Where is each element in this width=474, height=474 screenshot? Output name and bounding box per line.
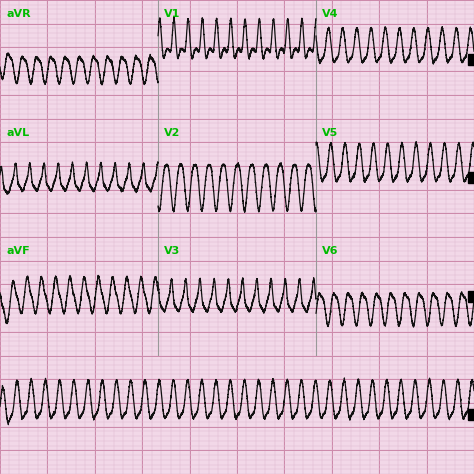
Text: aVF: aVF xyxy=(6,246,30,256)
Text: V1: V1 xyxy=(164,9,181,19)
Bar xyxy=(468,173,474,183)
Bar xyxy=(468,410,474,420)
Text: V2: V2 xyxy=(164,128,181,138)
Text: V4: V4 xyxy=(322,9,339,19)
Bar xyxy=(468,291,474,301)
Bar xyxy=(468,54,474,64)
Text: V5: V5 xyxy=(322,128,338,138)
Text: aVL: aVL xyxy=(6,128,29,138)
Text: aVR: aVR xyxy=(6,9,31,19)
Text: V6: V6 xyxy=(322,246,339,256)
Text: V3: V3 xyxy=(164,246,181,256)
